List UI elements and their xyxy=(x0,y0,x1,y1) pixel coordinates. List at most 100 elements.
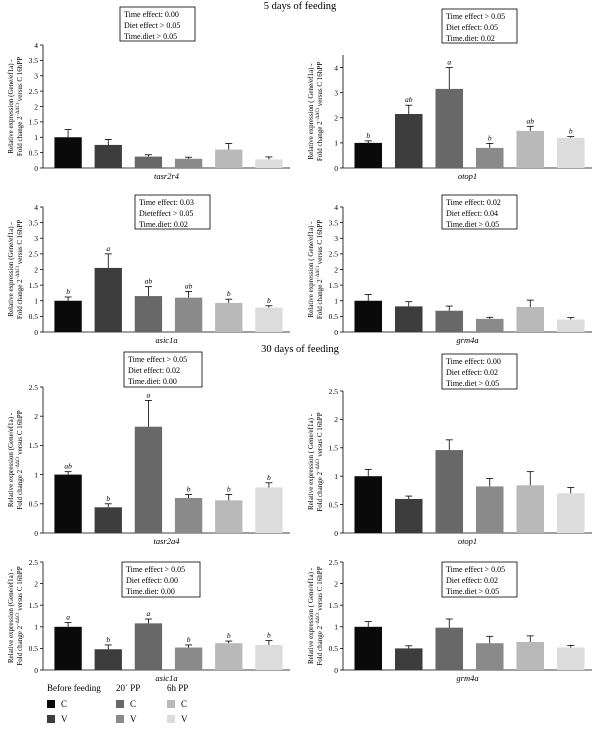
y-tick-label: 1.5 xyxy=(329,601,339,610)
bar xyxy=(94,507,122,533)
chart-panel-1: Time effect: 0.00 Diet effect > 0.05 Time.… xyxy=(7,6,290,181)
bar xyxy=(354,142,383,168)
y-tick-label: 1.5 xyxy=(29,441,39,450)
bar xyxy=(354,626,383,670)
significance-letter: b xyxy=(267,296,271,305)
significance-letter: b xyxy=(106,494,110,503)
stats-line: Time effect > 0.05 xyxy=(446,12,505,21)
y-axis-label-line2: Fold change 2−ΔΔCt versus C 16hPP xyxy=(16,57,24,156)
chart-panel-6: Time effect: 0.00 Diet effect: 0.02 Time.d… xyxy=(307,353,592,546)
stats-box xyxy=(121,561,201,598)
chart-panel-3: Time effect: 0.03 Dieteffect > 0.05 Time.d… xyxy=(7,194,290,345)
y-axis-label-line1: Relative expression ( Gene/ef1a) - xyxy=(307,63,315,160)
stats-line: Time effect > 0.05 xyxy=(126,565,185,574)
y-tick-label: 2 xyxy=(334,415,338,424)
y-tick-label: 0.5 xyxy=(329,500,339,509)
y-axis-label-line1: Relative expression ( Gene/ef1a) - xyxy=(307,413,315,510)
section-title-5-days: 5 days of feeding xyxy=(263,1,337,12)
bar xyxy=(255,159,283,168)
legend-swatch-20pp-v xyxy=(116,715,124,723)
bar xyxy=(435,627,464,670)
significance-letter: b xyxy=(106,635,110,644)
stats-line: Diet effect: 0.02 xyxy=(128,366,180,375)
y-axis-label-line1: Relative expression (Gene/ef1a) - xyxy=(7,222,15,317)
significance-letter: b xyxy=(267,631,271,640)
bar xyxy=(475,643,504,670)
stats-line: Time effect: 0.02 xyxy=(446,198,501,207)
y-tick-label: 3.5 xyxy=(329,218,339,227)
y-axis-label-line2: Fold change 2−ΔΔCt versus C 16hPP xyxy=(316,412,324,511)
legend-group-title-20-pp: 20´ PP xyxy=(116,683,141,693)
y-tick-label: 0.5 xyxy=(29,500,39,509)
stats-box xyxy=(123,351,203,388)
y-tick-label: 2.5 xyxy=(29,558,39,567)
section-title-30-days: 30 days of feeding xyxy=(261,344,339,355)
stats-line: Time effect > 0.05 xyxy=(128,355,187,364)
y-tick-label: 1.5 xyxy=(329,281,339,290)
y-axis-label-line1: Relative expression (Gene/ef1a) - xyxy=(7,412,15,507)
y-tick-label: 2.5 xyxy=(329,387,339,396)
y-axis-label-line2: Fold change 2−ΔΔCt versus C 16hPP xyxy=(16,566,24,665)
y-tick-label: 1.5 xyxy=(29,281,39,290)
bar xyxy=(174,647,203,670)
bar xyxy=(516,130,545,168)
significance-letter: b xyxy=(187,635,191,644)
bar xyxy=(215,500,243,533)
bar xyxy=(94,649,122,670)
legend-label-20pp-c: C xyxy=(130,699,137,709)
bar xyxy=(54,626,82,670)
bar xyxy=(134,426,163,533)
bar xyxy=(255,487,283,533)
significance-letter: b xyxy=(569,127,573,136)
y-tick-label: 0.5 xyxy=(29,644,39,653)
x-axis-label: tasr2r4 xyxy=(154,171,180,181)
stats-line: Time effect: 0.00 xyxy=(446,357,501,366)
bar xyxy=(54,300,82,332)
bar xyxy=(94,267,122,332)
bar xyxy=(215,643,243,670)
y-tick-label: 0 xyxy=(34,164,38,173)
y-tick-label: 2.5 xyxy=(29,250,39,259)
y-axis-label-line1: Relative expression ( Gene/ef1a) - xyxy=(307,221,315,318)
bar xyxy=(215,149,243,168)
bar xyxy=(516,485,545,533)
x-axis-label: asic1a xyxy=(155,335,177,345)
significance-letter: ab xyxy=(527,116,535,125)
significance-letter: a xyxy=(147,609,151,618)
y-tick-label: 2.5 xyxy=(329,250,339,259)
stats-box xyxy=(441,561,518,598)
y-tick-label: 2 xyxy=(334,265,338,274)
y-tick-label: 0 xyxy=(34,666,38,675)
y-axis-label-line2: Fold change 2−ΔΔCt versus C 16hPP xyxy=(16,220,24,319)
y-tick-label: 0 xyxy=(334,666,338,675)
bar xyxy=(215,302,243,332)
y-axis-label-line2: Fold change 2−ΔΔCt versus C 16hPP xyxy=(316,566,324,665)
y-tick-label: 2 xyxy=(334,114,338,123)
x-axis-label: tasr2a4 xyxy=(154,536,181,546)
legend-item-before-v: V xyxy=(47,714,68,724)
stats-line: Time.diet: 0.00 xyxy=(128,377,177,386)
bar xyxy=(556,319,585,332)
legend-item-20pp-v: V xyxy=(116,714,137,724)
y-tick-label: 3.5 xyxy=(29,56,39,65)
bar xyxy=(394,648,423,670)
bar xyxy=(556,647,585,670)
significance-letter: b xyxy=(267,473,271,482)
y-axis-label-line1: Relative expression (Gene/ef1a) - xyxy=(7,568,15,663)
bar xyxy=(516,641,545,670)
bar xyxy=(394,498,423,533)
legend-label-6hpp-c: C xyxy=(181,699,188,709)
legend-label-before-v: V xyxy=(61,714,68,724)
y-tick-label: 2.5 xyxy=(29,383,39,392)
y-tick-label: 0 xyxy=(334,164,338,173)
y-tick-label: 1 xyxy=(334,139,338,148)
significance-letter: b xyxy=(227,289,231,298)
significance-letter: ab xyxy=(64,462,72,471)
y-tick-label: 1 xyxy=(34,297,38,306)
chart-panel-2: Time effect > 0.05 Diet effect: 0.05 Time.… xyxy=(307,8,592,181)
y-tick-label: 2 xyxy=(34,412,38,421)
legend-group-title-before-feeding: Before feeding xyxy=(47,683,101,693)
stats-box xyxy=(441,353,518,390)
y-tick-label: 0.5 xyxy=(29,148,39,157)
